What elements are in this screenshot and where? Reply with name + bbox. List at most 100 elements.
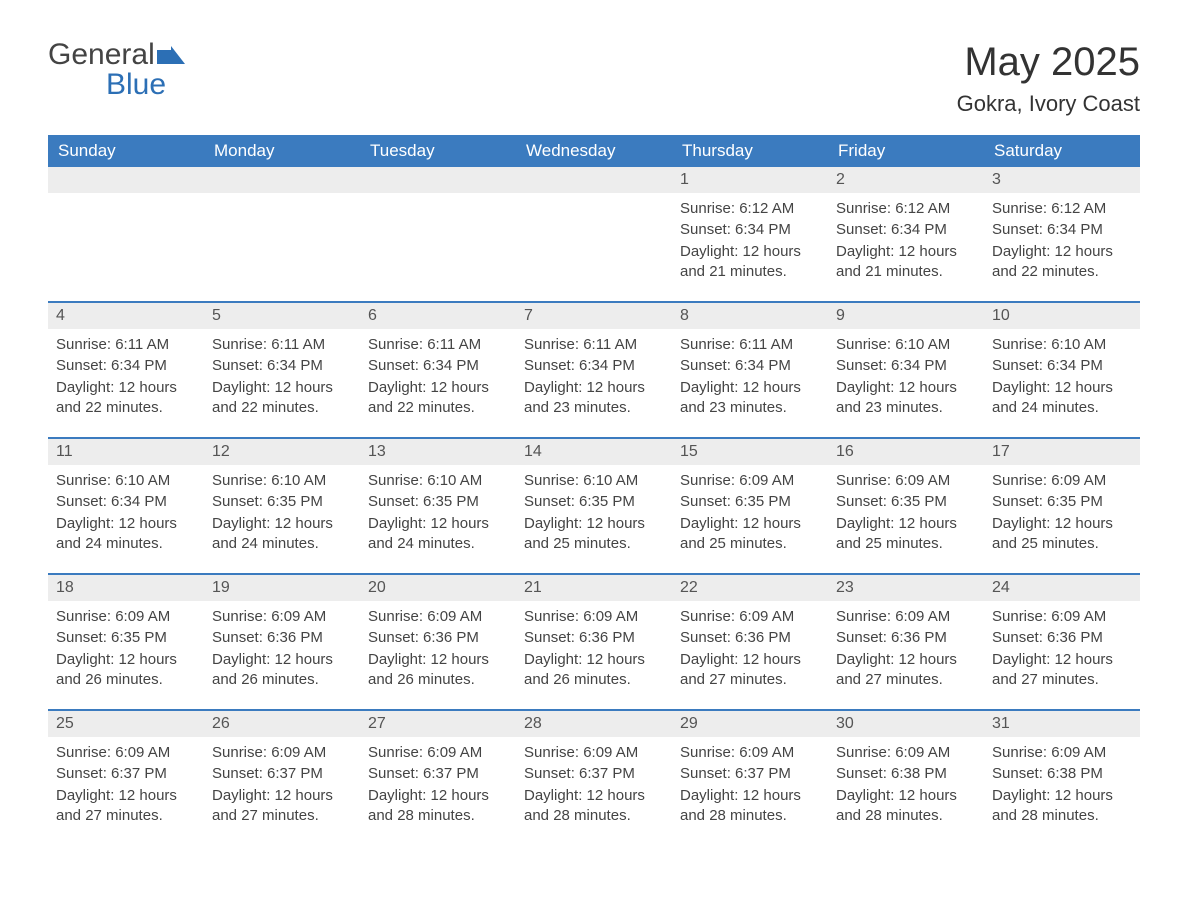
day-details: Sunrise: 6:09 AMSunset: 6:36 PMDaylight:… — [672, 601, 828, 709]
sunset-line: Sunset: 6:36 PM — [524, 628, 664, 648]
day-number: 31 — [984, 711, 1140, 737]
sunset-line: Sunset: 6:36 PM — [680, 628, 820, 648]
daylight-line: Daylight: 12 hours and 25 minutes. — [836, 514, 976, 555]
calendar-day-cell: 26Sunrise: 6:09 AMSunset: 6:37 PMDayligh… — [204, 710, 360, 845]
day-number: 9 — [828, 303, 984, 329]
daylight-line: Daylight: 12 hours and 22 minutes. — [992, 242, 1132, 283]
daylight-line: Daylight: 12 hours and 28 minutes. — [524, 786, 664, 827]
day-number: 3 — [984, 167, 1140, 193]
daylight-line: Daylight: 12 hours and 28 minutes. — [680, 786, 820, 827]
calendar-day-cell: 8Sunrise: 6:11 AMSunset: 6:34 PMDaylight… — [672, 302, 828, 438]
calendar-day-cell: 1Sunrise: 6:12 AMSunset: 6:34 PMDaylight… — [672, 167, 828, 302]
day-number: 12 — [204, 439, 360, 465]
sunrise-line: Sunrise: 6:09 AM — [680, 743, 820, 763]
daylight-line: Daylight: 12 hours and 25 minutes. — [992, 514, 1132, 555]
sunset-line: Sunset: 6:35 PM — [56, 628, 196, 648]
sunrise-line: Sunrise: 6:10 AM — [836, 335, 976, 355]
calendar-day-cell: 27Sunrise: 6:09 AMSunset: 6:37 PMDayligh… — [360, 710, 516, 845]
day-details: Sunrise: 6:10 AMSunset: 6:34 PMDaylight:… — [984, 329, 1140, 437]
weekday-header: Wednesday — [516, 135, 672, 167]
day-number: 16 — [828, 439, 984, 465]
logo-word2: Blue — [106, 68, 166, 101]
sunrise-line: Sunrise: 6:09 AM — [992, 743, 1132, 763]
daylight-line: Daylight: 12 hours and 23 minutes. — [524, 378, 664, 419]
daylight-line: Daylight: 12 hours and 28 minutes. — [368, 786, 508, 827]
sunset-line: Sunset: 6:36 PM — [836, 628, 976, 648]
day-details: Sunrise: 6:09 AMSunset: 6:35 PMDaylight:… — [984, 465, 1140, 573]
sunrise-line: Sunrise: 6:10 AM — [56, 471, 196, 491]
sunrise-line: Sunrise: 6:11 AM — [56, 335, 196, 355]
day-details: Sunrise: 6:12 AMSunset: 6:34 PMDaylight:… — [672, 193, 828, 301]
day-details: Sunrise: 6:09 AMSunset: 6:35 PMDaylight:… — [48, 601, 204, 709]
sunrise-line: Sunrise: 6:09 AM — [836, 607, 976, 627]
calendar-week-row: 1Sunrise: 6:12 AMSunset: 6:34 PMDaylight… — [48, 167, 1140, 302]
calendar-day-cell: 16Sunrise: 6:09 AMSunset: 6:35 PMDayligh… — [828, 438, 984, 574]
calendar-day-cell: 3Sunrise: 6:12 AMSunset: 6:34 PMDaylight… — [984, 167, 1140, 302]
sunset-line: Sunset: 6:37 PM — [680, 764, 820, 784]
calendar-day-cell: 7Sunrise: 6:11 AMSunset: 6:34 PMDaylight… — [516, 302, 672, 438]
day-details: Sunrise: 6:10 AMSunset: 6:35 PMDaylight:… — [360, 465, 516, 573]
daylight-line: Daylight: 12 hours and 22 minutes. — [56, 378, 196, 419]
day-details: Sunrise: 6:09 AMSunset: 6:35 PMDaylight:… — [672, 465, 828, 573]
calendar-day-cell: 10Sunrise: 6:10 AMSunset: 6:34 PMDayligh… — [984, 302, 1140, 438]
day-details: Sunrise: 6:10 AMSunset: 6:34 PMDaylight:… — [828, 329, 984, 437]
day-details: Sunrise: 6:11 AMSunset: 6:34 PMDaylight:… — [360, 329, 516, 437]
sunset-line: Sunset: 6:34 PM — [992, 356, 1132, 376]
sunrise-line: Sunrise: 6:11 AM — [368, 335, 508, 355]
daylight-line: Daylight: 12 hours and 23 minutes. — [836, 378, 976, 419]
day-number: 19 — [204, 575, 360, 601]
calendar-day-cell: 30Sunrise: 6:09 AMSunset: 6:38 PMDayligh… — [828, 710, 984, 845]
daylight-line: Daylight: 12 hours and 21 minutes. — [680, 242, 820, 283]
day-number: 6 — [360, 303, 516, 329]
sunrise-line: Sunrise: 6:09 AM — [368, 743, 508, 763]
sunrise-line: Sunrise: 6:11 AM — [524, 335, 664, 355]
day-number: 23 — [828, 575, 984, 601]
daylight-line: Daylight: 12 hours and 26 minutes. — [368, 650, 508, 691]
calendar-day-cell: 2Sunrise: 6:12 AMSunset: 6:34 PMDaylight… — [828, 167, 984, 302]
calendar-week-row: 4Sunrise: 6:11 AMSunset: 6:34 PMDaylight… — [48, 302, 1140, 438]
daylight-line: Daylight: 12 hours and 27 minutes. — [212, 786, 352, 827]
sunrise-line: Sunrise: 6:09 AM — [836, 471, 976, 491]
day-details: Sunrise: 6:09 AMSunset: 6:37 PMDaylight:… — [516, 737, 672, 845]
day-number: 8 — [672, 303, 828, 329]
daylight-line: Daylight: 12 hours and 24 minutes. — [368, 514, 508, 555]
calendar-day-cell: 6Sunrise: 6:11 AMSunset: 6:34 PMDaylight… — [360, 302, 516, 438]
day-number: 2 — [828, 167, 984, 193]
calendar-empty-cell — [360, 167, 516, 302]
calendar-day-cell: 15Sunrise: 6:09 AMSunset: 6:35 PMDayligh… — [672, 438, 828, 574]
sunset-line: Sunset: 6:34 PM — [680, 356, 820, 376]
header: General Blue May 2025 Gokra, Ivory Coast — [48, 40, 1140, 117]
sunrise-line: Sunrise: 6:09 AM — [836, 743, 976, 763]
day-number: 5 — [204, 303, 360, 329]
day-details: Sunrise: 6:11 AMSunset: 6:34 PMDaylight:… — [516, 329, 672, 437]
calendar-table: SundayMondayTuesdayWednesdayThursdayFrid… — [48, 135, 1140, 845]
calendar-day-cell: 23Sunrise: 6:09 AMSunset: 6:36 PMDayligh… — [828, 574, 984, 710]
day-number: 13 — [360, 439, 516, 465]
day-number: 14 — [516, 439, 672, 465]
calendar-empty-cell — [516, 167, 672, 302]
sunset-line: Sunset: 6:37 PM — [56, 764, 196, 784]
weekday-header: Saturday — [984, 135, 1140, 167]
calendar-day-cell: 9Sunrise: 6:10 AMSunset: 6:34 PMDaylight… — [828, 302, 984, 438]
calendar-week-row: 18Sunrise: 6:09 AMSunset: 6:35 PMDayligh… — [48, 574, 1140, 710]
sunrise-line: Sunrise: 6:09 AM — [680, 471, 820, 491]
sunrise-line: Sunrise: 6:11 AM — [680, 335, 820, 355]
logo-word1: General — [48, 38, 155, 71]
title-block: May 2025 Gokra, Ivory Coast — [957, 40, 1140, 117]
day-details: Sunrise: 6:09 AMSunset: 6:38 PMDaylight:… — [828, 737, 984, 845]
calendar-day-cell: 12Sunrise: 6:10 AMSunset: 6:35 PMDayligh… — [204, 438, 360, 574]
calendar-header-row: SundayMondayTuesdayWednesdayThursdayFrid… — [48, 135, 1140, 167]
day-number: 27 — [360, 711, 516, 737]
daylight-line: Daylight: 12 hours and 25 minutes. — [524, 514, 664, 555]
sunset-line: Sunset: 6:36 PM — [212, 628, 352, 648]
daylight-line: Daylight: 12 hours and 26 minutes. — [524, 650, 664, 691]
calendar-body: 1Sunrise: 6:12 AMSunset: 6:34 PMDaylight… — [48, 167, 1140, 845]
calendar-day-cell: 20Sunrise: 6:09 AMSunset: 6:36 PMDayligh… — [360, 574, 516, 710]
sunset-line: Sunset: 6:34 PM — [524, 356, 664, 376]
day-number: 29 — [672, 711, 828, 737]
weekday-header: Friday — [828, 135, 984, 167]
calendar-empty-cell — [48, 167, 204, 302]
calendar-empty-cell — [204, 167, 360, 302]
sunset-line: Sunset: 6:37 PM — [524, 764, 664, 784]
day-number: 4 — [48, 303, 204, 329]
